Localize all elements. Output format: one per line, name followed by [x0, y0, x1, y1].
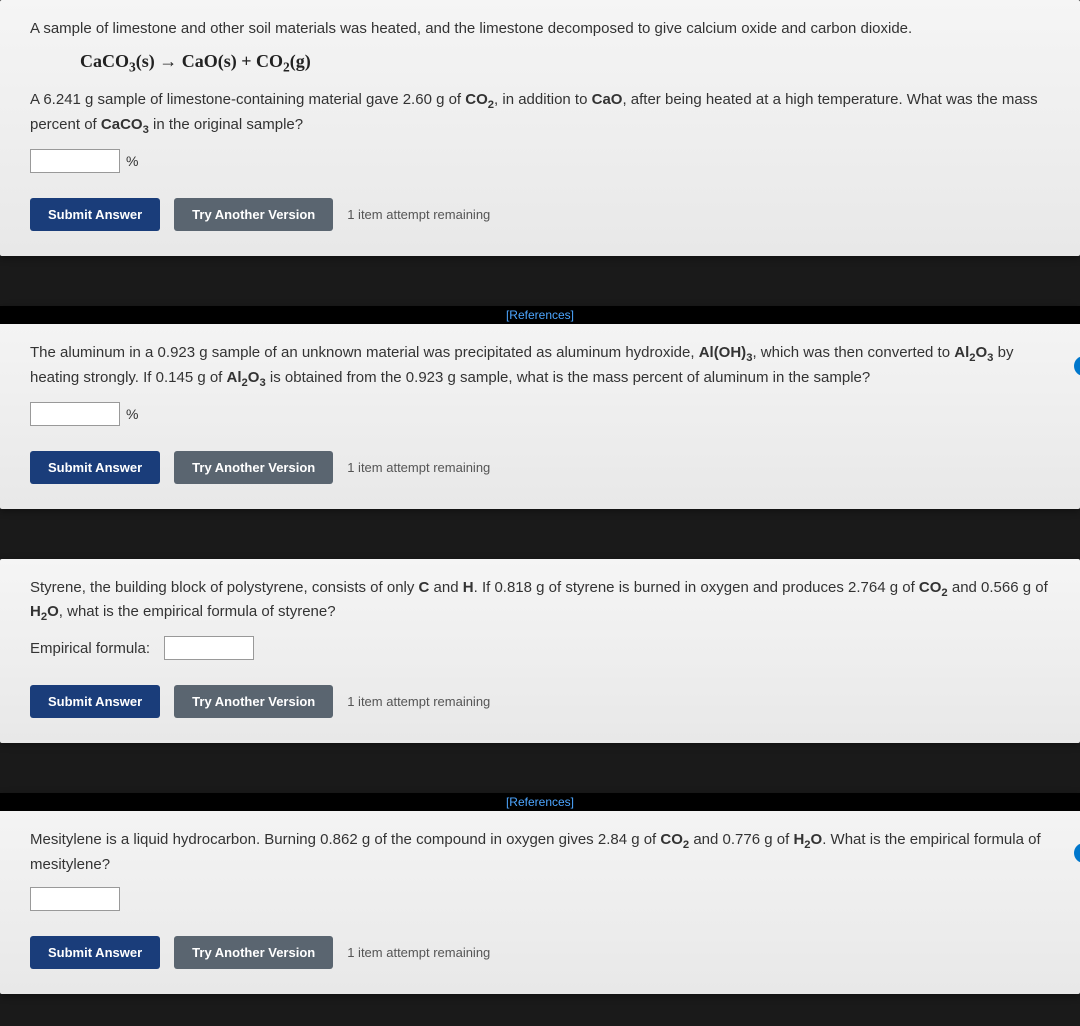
- try-another-button[interactable]: Try Another Version: [174, 198, 333, 231]
- answer-input[interactable]: [30, 402, 120, 426]
- attempts-remaining: 1 item attempt remaining: [347, 207, 490, 222]
- button-row: Submit Answer Try Another Version 1 item…: [30, 685, 1050, 718]
- try-another-button[interactable]: Try Another Version: [174, 451, 333, 484]
- percent-unit: %: [126, 406, 138, 422]
- button-row: Submit Answer Try Another Version 1 item…: [30, 451, 1050, 484]
- answer-row: Empirical formula:: [30, 636, 1050, 660]
- references-link[interactable]: [References]: [506, 308, 574, 322]
- attempts-remaining: 1 item attempt remaining: [347, 945, 490, 960]
- submit-button[interactable]: Submit Answer: [30, 198, 160, 231]
- percent-unit: %: [126, 153, 138, 169]
- question-panel-2: [References] ? The aluminum in a 0.923 g…: [0, 306, 1080, 509]
- answer-input[interactable]: [30, 887, 120, 911]
- submit-button[interactable]: Submit Answer: [30, 451, 160, 484]
- references-link[interactable]: [References]: [506, 795, 574, 809]
- question-body: Mesitylene is a liquid hydrocarbon. Burn…: [30, 829, 1050, 876]
- try-another-button[interactable]: Try Another Version: [174, 685, 333, 718]
- panel-body: Styrene, the building block of polystyre…: [0, 559, 1080, 744]
- submit-button[interactable]: Submit Answer: [30, 685, 160, 718]
- try-another-button[interactable]: Try Another Version: [174, 936, 333, 969]
- button-row: Submit Answer Try Another Version 1 item…: [30, 936, 1050, 969]
- panel-body: A sample of limestone and other soil mat…: [0, 0, 1080, 256]
- attempts-remaining: 1 item attempt remaining: [347, 694, 490, 709]
- empirical-formula-label: Empirical formula:: [30, 640, 150, 657]
- answer-row: %: [30, 402, 1050, 426]
- question-intro: A sample of limestone and other soil mat…: [30, 18, 1050, 41]
- question-body: A 6.241 g sample of limestone-containing…: [30, 89, 1050, 139]
- panel-body: Mesitylene is a liquid hydrocarbon. Burn…: [0, 811, 1080, 993]
- answer-row: %: [30, 149, 1050, 173]
- answer-row: [30, 887, 1050, 911]
- attempts-remaining: 1 item attempt remaining: [347, 460, 490, 475]
- answer-input[interactable]: [164, 636, 254, 660]
- button-row: Submit Answer Try Another Version 1 item…: [30, 198, 1050, 231]
- question-body: The aluminum in a 0.923 g sample of an u…: [30, 342, 1050, 392]
- question-panel-1: A sample of limestone and other soil mat…: [0, 0, 1080, 256]
- submit-button[interactable]: Submit Answer: [30, 936, 160, 969]
- panel-body: The aluminum in a 0.923 g sample of an u…: [0, 324, 1080, 509]
- question-body: Styrene, the building block of polystyre…: [30, 577, 1050, 627]
- references-bar: [References]: [0, 306, 1080, 324]
- question-panel-4: [References] ? Mesitylene is a liquid hy…: [0, 793, 1080, 993]
- answer-input[interactable]: [30, 149, 120, 173]
- references-bar: [References]: [0, 793, 1080, 811]
- chemical-equation: CaCO3(s) → CaO(s) + CO2(g): [80, 51, 1050, 76]
- question-panel-3: Styrene, the building block of polystyre…: [0, 559, 1080, 744]
